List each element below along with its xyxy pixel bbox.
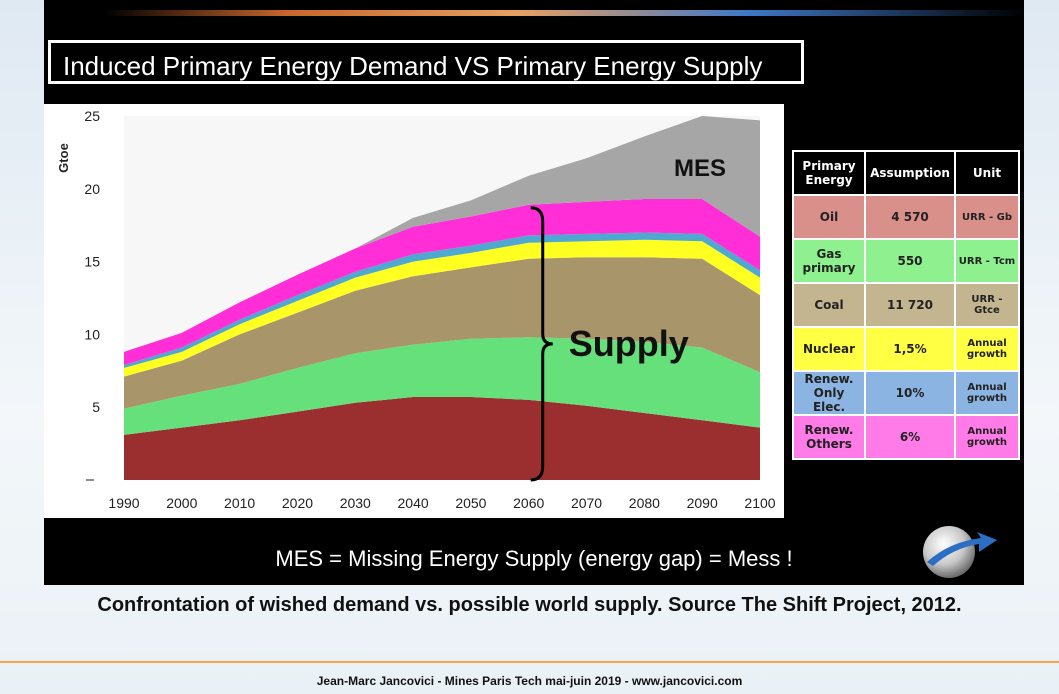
x-tick-label: 2100 <box>744 495 775 511</box>
series-area-nuclear <box>124 239 760 377</box>
annotation-mes: MES <box>674 155 726 182</box>
cell-unit: Annual growth <box>954 370 1020 416</box>
cell-assumption: 550 <box>864 238 956 284</box>
series-area-oil <box>124 397 760 480</box>
chart-panel: 5 10 15 20 25 Gtoe 1990 2000 2010 2020 2030 2040 205… <box>44 104 784 518</box>
y-tick-label: 25 <box>84 108 100 124</box>
cell-assumption: 4 570 <box>864 194 956 240</box>
y-axis-label: Gtoe <box>56 143 71 173</box>
series-area-renew-others <box>124 199 760 365</box>
header-unit: Unit <box>954 150 1020 196</box>
annotation-supply: Supply <box>569 323 689 364</box>
table-row: Gas primary 550 URR - Tcm <box>792 238 1020 284</box>
cell-assumption: 10% <box>864 370 956 416</box>
caption: Confrontation of wished demand vs. possi… <box>97 594 962 616</box>
cell-unit: URR - Tcm <box>954 238 1020 284</box>
cell-energy: Coal <box>792 282 866 328</box>
table-row: Nuclear 1,5% Annual growth <box>792 326 1020 372</box>
area-chart: 5 10 15 20 25 Gtoe 1990 2000 2010 2020 2030 2040 205… <box>56 108 776 511</box>
table-row: Oil 4 570 URR - Gb <box>792 194 1020 240</box>
credit-line: Jean-Marc Jancovici - Mines Paris Tech m… <box>316 674 743 688</box>
x-tick-label: 1990 <box>108 495 139 511</box>
x-tick-label: 2090 <box>687 495 718 511</box>
x-tick-label: 2040 <box>398 495 429 511</box>
cell-unit: Annual growth <box>954 326 1020 372</box>
cell-energy: Gas primary <box>792 238 866 284</box>
x-tick-label: 2080 <box>629 495 660 511</box>
assumptions-table: Primary Energy Assumption Unit Oil 4 570 U… <box>792 150 1020 460</box>
cell-assumption: 1,5% <box>864 326 956 372</box>
cell-energy: Renew. Only Elec. <box>792 370 866 416</box>
cell-energy: Oil <box>792 194 866 240</box>
cell-assumption: 6% <box>864 414 956 460</box>
table-row: Coal 11 720 URR - Gtce <box>792 282 1020 328</box>
table-row: Renew. Others 6% Annual growth <box>792 414 1020 460</box>
cell-unit: Annual growth <box>954 414 1020 460</box>
supply-brace <box>530 206 553 482</box>
table-row: Renew. Only Elec. 10% Annual growth <box>792 370 1020 416</box>
x-tick-label: 2030 <box>340 495 371 511</box>
x-tick-label: 2020 <box>282 495 313 511</box>
x-tick-label: 2070 <box>571 495 602 511</box>
x-tick-label: 2010 <box>224 495 255 511</box>
cell-energy: Nuclear <box>792 326 866 372</box>
x-tick-label: 2050 <box>455 495 486 511</box>
series-area-mes <box>124 116 760 352</box>
decorative-top-bar <box>104 10 1024 16</box>
cell-unit: URR - Gb <box>954 194 1020 240</box>
x-tick-label: 2060 <box>513 495 544 511</box>
logo-icon <box>923 526 997 578</box>
series-area-gas-primary <box>124 337 760 435</box>
header-assumption: Assumption <box>864 150 956 196</box>
cell-assumption: 11 720 <box>864 282 956 328</box>
footnote: MES = Missing Energy Supply (energy gap)… <box>275 546 793 571</box>
y-tick-label: 5 <box>92 399 100 415</box>
slide-title: Induced Primary Energy Demand VS Primary… <box>63 51 763 81</box>
divider-line <box>0 661 1059 663</box>
header-primary-energy: Primary Energy <box>792 150 866 196</box>
y-tick-label: 15 <box>84 254 100 270</box>
cell-energy: Renew. Others <box>792 414 866 460</box>
y-tick-label: 20 <box>84 181 100 197</box>
y-tick-label: 10 <box>84 326 100 342</box>
x-tick-label: 2000 <box>166 495 197 511</box>
slide: Induced Primary Energy Demand VS Primary… <box>44 0 1024 585</box>
title-box: Induced Primary Energy Demand VS Primary… <box>48 40 804 84</box>
cell-unit: URR - Gtce <box>954 282 1020 328</box>
series-area-coal <box>124 257 760 409</box>
